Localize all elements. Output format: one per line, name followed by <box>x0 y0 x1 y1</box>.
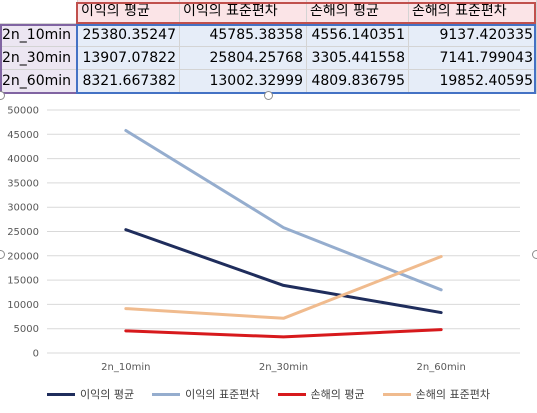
legend-swatch <box>382 392 411 396</box>
header-cell-profit-std[interactable]: 이익의 표준편차 <box>180 0 307 24</box>
y-tick-label: 45000 <box>7 130 39 141</box>
legend-swatch <box>152 392 181 396</box>
y-tick-label: 10000 <box>7 300 39 311</box>
chart-resize-handle-top-middle[interactable] <box>264 91 273 100</box>
value-cell[interactable]: 4556.140351 <box>307 24 409 47</box>
header-cell-loss-mean[interactable]: 손해의 평균 <box>307 0 409 24</box>
chart-resize-handle-top-left[interactable] <box>0 91 5 100</box>
y-tick-label: 0 <box>33 349 39 360</box>
data-table: 이익의 평균 이익의 표준편차 손해의 평균 손해의 표준편차 2n_10min… <box>0 0 537 94</box>
chart-legend[interactable]: 이익의 평균 이익의 표준편차 손해의 평균 손해의 표준편차 <box>0 384 537 404</box>
y-tick-label: 15000 <box>7 276 39 287</box>
legend-label: 손해의 평균 <box>310 388 365 401</box>
value-cell[interactable]: 7141.799043 <box>409 47 537 70</box>
y-tick-label: 5000 <box>14 324 39 335</box>
value-cell[interactable]: 25804.25768 <box>180 47 307 70</box>
legend-item: 이익의 표준편차 <box>152 386 260 402</box>
value-cell[interactable]: 3305.441558 <box>307 47 409 70</box>
y-tick-label: 20000 <box>7 251 39 262</box>
y-tick-label: 30000 <box>7 203 39 214</box>
series-line[interactable] <box>124 328 443 339</box>
header-cell-loss-std[interactable]: 손해의 표준편차 <box>409 0 537 24</box>
value-cell[interactable]: 13002.32999 <box>180 70 307 94</box>
legend-item: 이익의 평균 <box>47 386 134 402</box>
series-line[interactable] <box>124 228 443 315</box>
value-cell[interactable]: 9137.420335 <box>409 24 537 47</box>
legend-item: 손해의 표준편차 <box>382 386 490 402</box>
legend-label: 이익의 표준편차 <box>185 388 260 401</box>
row-label-cell[interactable]: 2n_60min <box>0 70 78 94</box>
x-tick-label: 2n_10min <box>101 362 150 373</box>
legend-swatch <box>47 392 76 396</box>
y-tick-label: 40000 <box>7 154 39 165</box>
row-label-cell[interactable]: 2n_30min <box>0 47 78 70</box>
x-tick-label: 2n_30min <box>259 362 308 373</box>
value-cell[interactable]: 13907.07822 <box>78 47 180 70</box>
chart-resize-handle-middle-left[interactable] <box>0 250 5 259</box>
legend-item: 손해의 평균 <box>277 386 365 402</box>
legend-swatch <box>277 392 306 396</box>
value-cell[interactable]: 45785.38358 <box>180 24 307 47</box>
y-tick-label: 25000 <box>7 227 39 238</box>
value-cell[interactable]: 4809.836795 <box>307 70 409 94</box>
value-cell[interactable]: 19852.40595 <box>409 70 537 94</box>
series-line[interactable] <box>124 128 443 292</box>
line-chart[interactable]: 0 5000 10000 15000 20000 25000 30000 35000 40000… <box>0 95 537 413</box>
value-cell[interactable]: 8321.667382 <box>78 70 180 94</box>
series-line[interactable] <box>124 255 443 320</box>
chart-plot-area: 0 5000 10000 15000 20000 25000 30000 35000 40000… <box>7 106 520 373</box>
chart-resize-handle-middle-right[interactable] <box>532 250 537 259</box>
value-cell[interactable]: 25380.35247 <box>78 24 180 47</box>
y-tick-label: 35000 <box>7 178 39 189</box>
row-label-cell[interactable]: 2n_10min <box>0 24 78 47</box>
header-cell-profit-mean[interactable]: 이익의 평균 <box>78 0 180 24</box>
table-corner-cell[interactable] <box>0 0 78 24</box>
x-tick-label: 2n_60min <box>417 362 466 373</box>
legend-label: 이익의 평균 <box>80 388 135 401</box>
y-tick-label: 50000 <box>7 106 39 117</box>
legend-label: 손해의 표준편차 <box>415 388 490 401</box>
